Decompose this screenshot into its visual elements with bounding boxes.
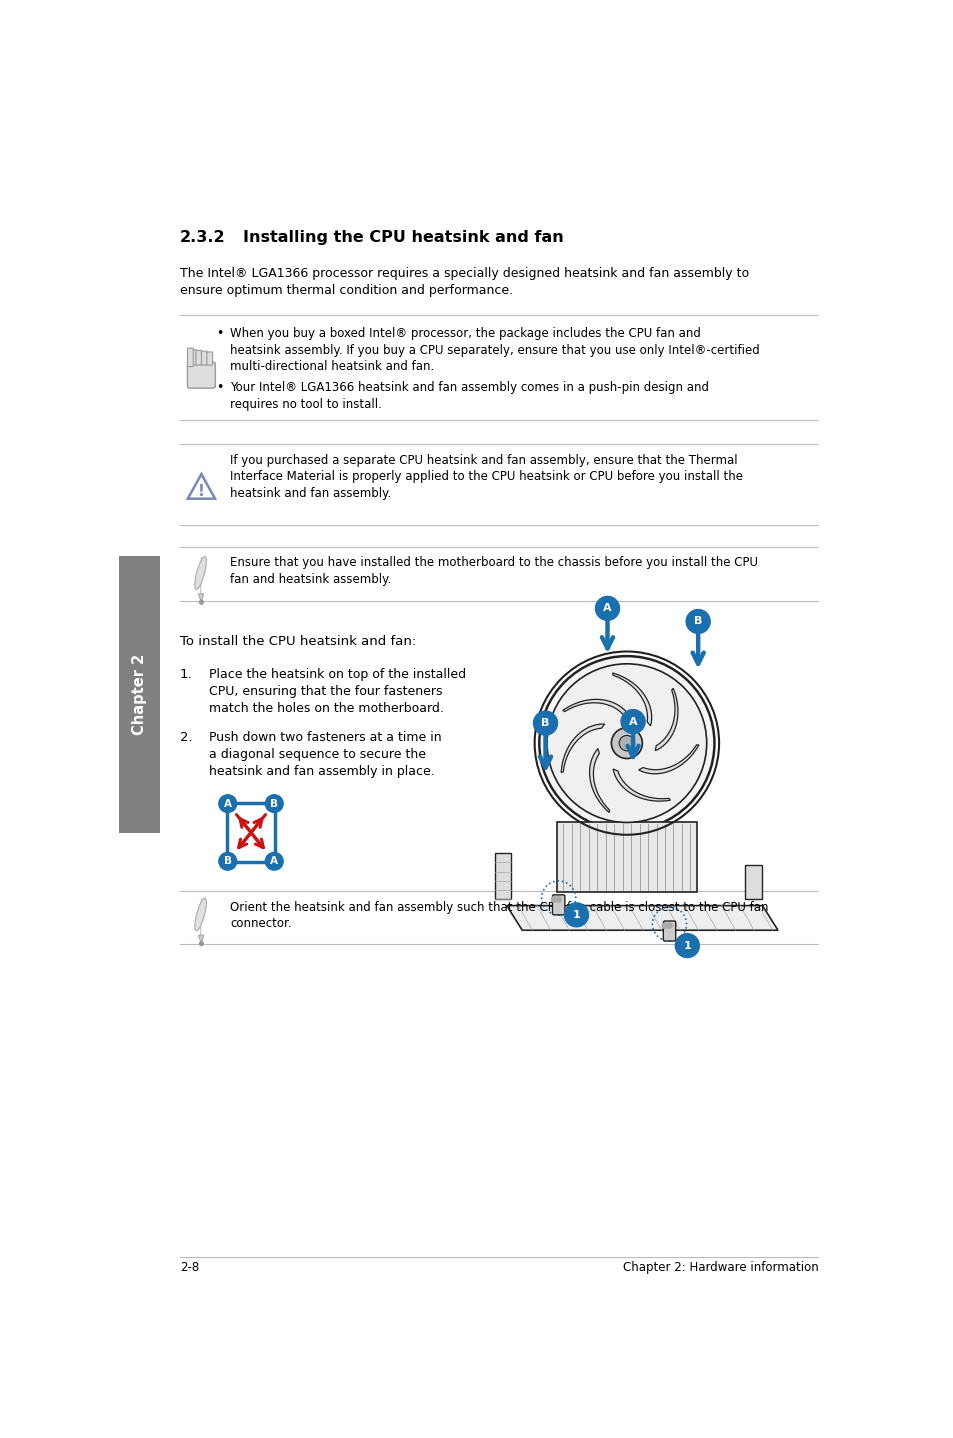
Circle shape [611,728,641,758]
Text: Your Intel® LGA1366 heatsink and fan assembly comes in a push-pin design and
req: Your Intel® LGA1366 heatsink and fan ass… [230,381,708,411]
Text: To install the CPU heatsink and fan:: To install the CPU heatsink and fan: [179,636,416,649]
FancyBboxPatch shape [201,351,207,365]
FancyBboxPatch shape [207,352,213,365]
Circle shape [620,709,644,733]
Circle shape [595,597,618,620]
Circle shape [666,923,672,929]
Bar [227,802,274,861]
Polygon shape [612,673,651,726]
Circle shape [199,942,203,946]
Text: B: B [693,617,701,627]
Ellipse shape [194,557,206,590]
Text: B: B [224,856,232,866]
Circle shape [618,735,634,751]
Circle shape [538,656,714,830]
Text: Chapter 2: Chapter 2 [132,654,147,735]
Text: Orient the heatsink and fan assembly such that the CPU fan cable is closest to t: Orient the heatsink and fan assembly suc… [230,900,768,930]
Text: Chapter 2: Hardware information: Chapter 2: Hardware information [622,1261,818,1274]
Text: A: A [270,856,278,866]
Bar [119,557,159,833]
FancyBboxPatch shape [557,823,696,892]
Text: The Intel® LGA1366 processor requires a specially designed heatsink and fan asse: The Intel® LGA1366 processor requires a … [179,267,748,298]
Text: 1: 1 [572,910,579,920]
Circle shape [675,933,699,958]
Circle shape [265,795,283,812]
Circle shape [685,610,709,633]
Text: Push down two fasteners at a time in
a diagonal sequence to secure the
heatsink : Push down two fasteners at a time in a d… [209,731,441,778]
Text: 1.: 1. [179,667,193,680]
Polygon shape [198,594,204,603]
FancyBboxPatch shape [552,894,564,915]
Polygon shape [198,935,204,943]
FancyBboxPatch shape [187,362,215,388]
Circle shape [551,897,557,902]
Text: 2.3.2: 2.3.2 [179,230,225,246]
Polygon shape [506,906,778,930]
Polygon shape [562,699,627,715]
Text: 2.: 2. [179,731,193,743]
FancyBboxPatch shape [195,351,202,365]
Polygon shape [638,745,699,774]
Polygon shape [188,475,214,499]
Ellipse shape [194,897,206,930]
Text: •: • [216,381,223,394]
Text: A: A [602,604,611,614]
Text: 1: 1 [682,940,691,951]
Text: B: B [270,798,278,808]
FancyBboxPatch shape [187,348,193,367]
FancyBboxPatch shape [191,349,196,365]
Circle shape [199,600,203,604]
Circle shape [546,664,706,823]
Text: B: B [540,718,549,728]
Polygon shape [589,749,609,812]
Circle shape [218,795,236,812]
Circle shape [564,903,588,926]
Circle shape [661,923,667,929]
Polygon shape [655,689,678,751]
Polygon shape [613,769,670,801]
Text: A: A [628,716,637,726]
Polygon shape [560,725,604,772]
Text: A: A [224,798,232,808]
Text: If you purchased a separate CPU heatsink and fan assembly, ensure that the Therm: If you purchased a separate CPU heatsink… [230,453,742,499]
FancyBboxPatch shape [495,853,510,899]
Text: When you buy a boxed Intel® processor, the package includes the CPU fan and
heat: When you buy a boxed Intel® processor, t… [230,328,759,374]
FancyBboxPatch shape [744,864,760,899]
Text: 2-8: 2-8 [179,1261,199,1274]
Circle shape [218,853,236,870]
Circle shape [533,712,557,735]
Text: Ensure that you have installed the motherboard to the chassis before you install: Ensure that you have installed the mothe… [230,557,758,585]
Text: Place the heatsink on top of the installed
CPU, ensuring that the four fasteners: Place the heatsink on top of the install… [209,667,466,715]
FancyBboxPatch shape [662,920,675,940]
Circle shape [556,897,560,902]
Text: •: • [216,328,223,341]
Text: !: ! [198,483,205,499]
Text: Installing the CPU heatsink and fan: Installing the CPU heatsink and fan [243,230,563,246]
Circle shape [265,853,283,870]
